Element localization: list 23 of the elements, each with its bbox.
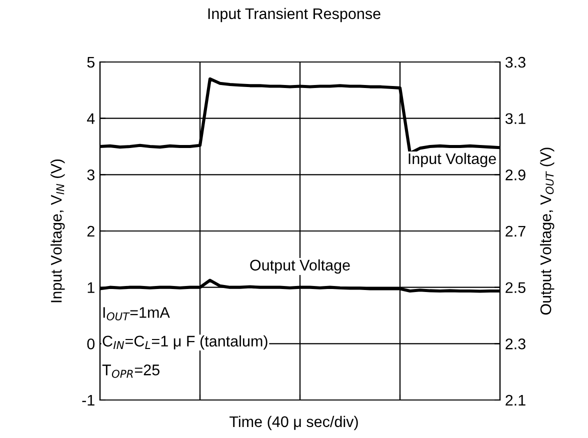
series-label: Output Voltage	[250, 259, 350, 274]
y-tick-label: 0	[87, 338, 95, 350]
y2-tick-label: 2.5	[506, 282, 526, 294]
y-tick-label: 2	[87, 226, 94, 237]
y2-axis-title: Output Voltage, V$_{OUT}$ (V)	[540, 148, 554, 315]
series-label: Input Voltage	[408, 152, 496, 168]
annotation: T$_{OPR}$=25	[102, 364, 160, 378]
y-axis-title: Input Voltage, V$_{IN}$ (V)	[50, 159, 65, 302]
y-tick-label: 4	[86, 113, 95, 124]
y-tick-label: 1	[88, 282, 94, 293]
annotation: I$_{OUT}$=1mA	[103, 307, 170, 320]
y2-tick-label: 3.1	[505, 113, 526, 124]
y2-tick-label: 2.9	[506, 170, 526, 180]
y-tick-label: -1	[82, 395, 94, 406]
chart-title: Input Transient Response	[208, 8, 380, 22]
y2-tick-label: 3.3	[505, 56, 526, 68]
y-tick-label: 5	[87, 57, 94, 68]
y-tick-label: 3	[87, 170, 94, 180]
y2-tick-label: 2.3	[506, 338, 526, 350]
annotation: C$_{IN}$=C$_{L}$=1 μ F (tantalum)	[102, 335, 268, 350]
y2-tick-label: 2.1	[506, 394, 526, 406]
x-axis-title: Time (40 μ sec/div)	[230, 416, 358, 430]
y2-tick-label: 2.7	[506, 226, 526, 237]
